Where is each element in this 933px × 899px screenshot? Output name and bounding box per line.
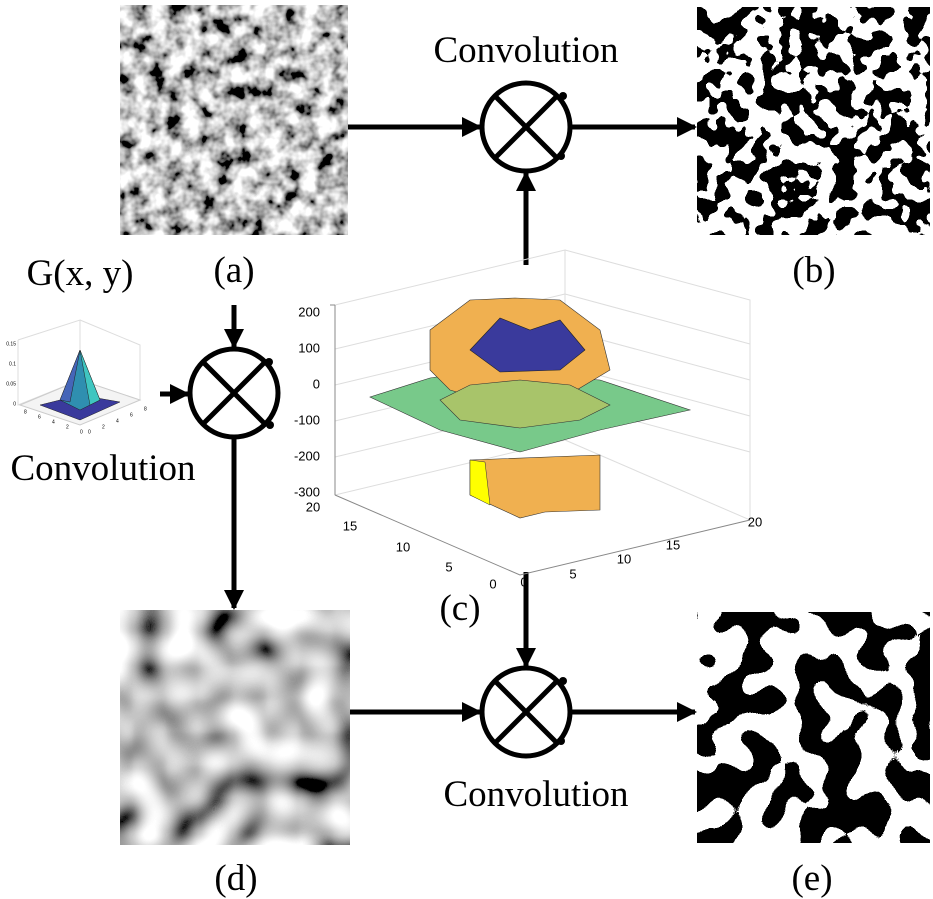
kernel-plot: 0.15 0.1 0.05 0 8 6 4 2 0 0 2 4 6 8 <box>6 320 147 435</box>
image-d <box>120 610 350 845</box>
x-tick-label: 20 <box>748 514 762 529</box>
tick-label: 2 <box>66 424 69 430</box>
diagram: Convolution G(x, y) Convolution Convolut… <box>0 0 933 899</box>
panel-label: (e) <box>791 858 832 899</box>
kernel-label: G(x, y) <box>27 253 134 294</box>
tick-label: 0.05 <box>6 381 16 387</box>
panel-label: (b) <box>792 250 835 291</box>
tick-label: 4 <box>116 418 119 424</box>
y-tick-label: 5 <box>445 559 452 574</box>
z-tick-label: 100 <box>298 340 320 355</box>
tick-label: 6 <box>38 414 41 420</box>
z-tick-label: -300 <box>294 484 320 499</box>
tick-label: 0 <box>13 401 16 407</box>
tick-label: 0 <box>80 429 83 435</box>
surface-plot: 200 100 0 -100 -200 -300 20 15 10 5 0 0 … <box>294 250 762 591</box>
x-tick-label: 0 <box>520 574 527 589</box>
tick-label: 8 <box>144 406 147 412</box>
operator-bottom <box>482 668 570 756</box>
tick-label: 0 <box>88 429 91 435</box>
z-tick-label: -100 <box>294 412 320 427</box>
image-e <box>697 612 930 843</box>
image-a <box>120 5 348 235</box>
panel-label: (d) <box>214 858 257 899</box>
y-tick-label: 15 <box>343 518 357 533</box>
operator-label: Convolution <box>10 448 195 489</box>
panel-label: (c) <box>439 588 480 629</box>
x-tick-label: 5 <box>569 566 576 581</box>
tick-label: 0.1 <box>9 361 16 367</box>
y-tick-label: 0 <box>489 576 496 591</box>
y-tick-label: 20 <box>306 499 320 514</box>
tick-label: 4 <box>52 419 55 425</box>
x-tick-label: 15 <box>666 537 680 552</box>
y-tick-label: 10 <box>396 539 410 554</box>
z-tick-label: 200 <box>298 304 320 319</box>
operator-label: Convolution <box>443 774 628 815</box>
operator-top <box>482 83 570 171</box>
panel-label: (a) <box>213 250 254 291</box>
z-tick-label: -200 <box>294 448 320 463</box>
tick-label: 0.15 <box>6 341 16 347</box>
z-tick-label: 0 <box>313 376 320 391</box>
image-b <box>697 7 930 235</box>
x-tick-label: 10 <box>617 551 631 566</box>
operator-left <box>190 349 278 437</box>
tick-label: 6 <box>130 412 133 418</box>
operator-label: Convolution <box>433 30 618 71</box>
tick-label: 8 <box>24 409 27 415</box>
tick-label: 2 <box>102 424 105 430</box>
